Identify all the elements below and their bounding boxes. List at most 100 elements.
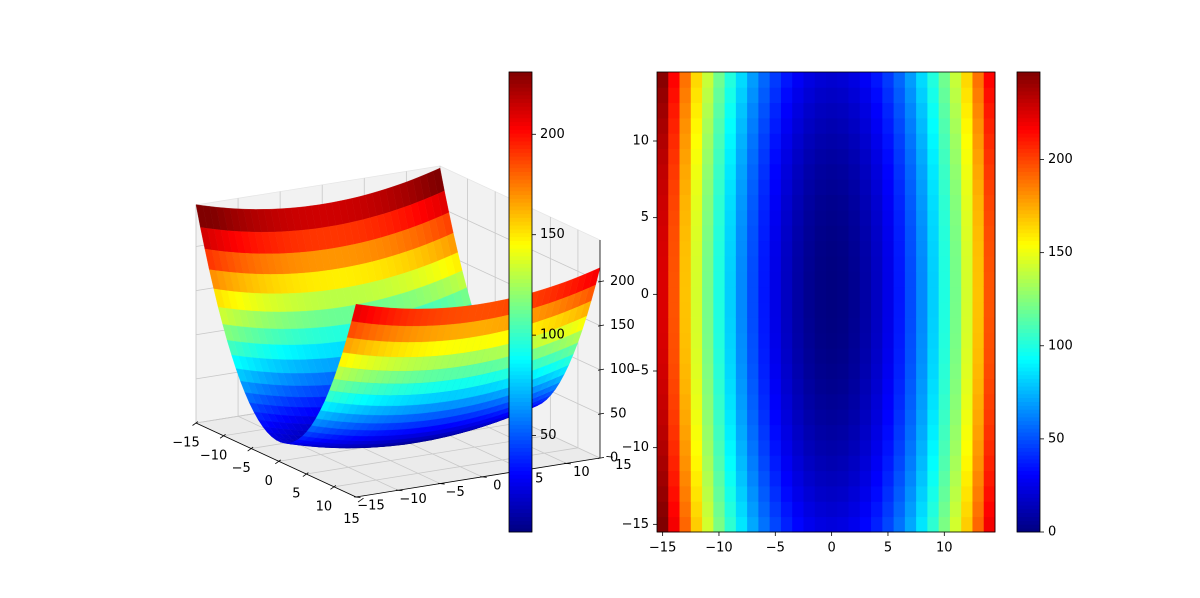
x-tick	[275, 459, 281, 465]
heatmap-cell	[679, 271, 692, 288]
heatmap-cell	[826, 470, 838, 487]
heatmap-cell	[983, 409, 996, 426]
heatmap-cell	[713, 240, 725, 257]
heatmap-cell	[735, 394, 748, 410]
heatmap-cell	[814, 394, 827, 410]
heatmap-cell	[893, 271, 906, 288]
heatmap-cell	[690, 87, 703, 104]
heatmap-cell	[702, 118, 714, 134]
surface-colorbar-frame	[508, 71, 533, 533]
heatmap-cell	[780, 470, 793, 487]
heatmap-cell	[871, 148, 883, 165]
heatmap-cell	[848, 409, 861, 426]
heatmap-cell	[679, 118, 692, 134]
heatmap-cell	[927, 455, 940, 472]
heatmap-cell	[916, 286, 928, 303]
heatmap-cell	[769, 486, 782, 502]
heatmap-cell	[724, 424, 737, 441]
heatmap-cell	[972, 440, 985, 456]
heatmap-cell	[668, 148, 680, 165]
heatmap-cell	[938, 148, 951, 165]
heatmap-colorbar-tick-label: 0	[1048, 525, 1056, 540]
heatmap-cell	[871, 317, 883, 334]
heatmap-cell	[871, 470, 883, 487]
heatmap-cell	[848, 240, 861, 257]
y-tick-label: 0	[493, 478, 501, 493]
heatmap-cell	[803, 256, 816, 272]
heatmap-cell	[657, 118, 669, 134]
heatmap-cell	[848, 271, 861, 288]
heatmap-cell	[747, 210, 759, 226]
heatmap-cell	[882, 302, 894, 318]
heatmap-cell	[780, 225, 793, 242]
heatmap-cell	[882, 424, 894, 441]
heatmap-cell	[747, 87, 759, 104]
heatmap-cell	[724, 225, 737, 242]
heatmap-cell	[859, 348, 872, 364]
heatmap-cell	[657, 470, 669, 487]
heatmap-cell	[916, 317, 928, 334]
heatmap-cell	[702, 179, 714, 196]
heatmap-cell	[837, 394, 849, 410]
heatmap-cell	[758, 271, 771, 288]
heatmap-cell	[893, 133, 906, 150]
heatmap-cell	[668, 240, 680, 257]
heatmap-cell	[983, 501, 996, 518]
heatmap-cell	[657, 440, 669, 456]
heatmap-cell	[983, 210, 996, 226]
heatmap-cell	[814, 87, 827, 104]
heatmap-cell	[758, 302, 771, 318]
heatmap-cell	[657, 378, 669, 395]
heatmap-cell	[668, 225, 680, 242]
heatmap-cell	[893, 348, 906, 364]
heatmap-cell	[792, 210, 804, 226]
heatmap-cell	[702, 240, 714, 257]
heatmap-cell	[972, 317, 985, 334]
heatmap-cell	[668, 102, 680, 119]
heatmap-cell	[780, 486, 793, 502]
heatmap-cell	[657, 194, 669, 211]
y-tick-label: 15	[615, 458, 632, 473]
heatmap-cell	[657, 424, 669, 441]
heatmap-cell	[657, 486, 669, 502]
heatmap-cell	[904, 240, 917, 257]
heatmap-cell	[904, 179, 917, 196]
heatmap-cell	[713, 332, 725, 349]
heatmap-cell	[792, 164, 804, 180]
heatmap-cell	[814, 332, 827, 349]
heatmap-cell	[938, 164, 951, 180]
z-tick-label: 50	[610, 406, 627, 421]
heatmap-cell	[859, 486, 872, 502]
heatmap-cell	[871, 302, 883, 318]
heatmap-cell	[747, 424, 759, 441]
heatmap-cell	[747, 148, 759, 165]
heatmap-cell	[949, 87, 962, 104]
heatmap-cell	[758, 409, 771, 426]
heatmap-cell	[904, 271, 917, 288]
heatmap-cell	[792, 102, 804, 119]
heatmap-cell	[983, 424, 996, 441]
heatmap-cell	[702, 394, 714, 410]
heatmap-cell	[769, 440, 782, 456]
heatmap-cell	[679, 424, 692, 441]
heatmap-cell	[848, 118, 861, 134]
x-tick	[357, 497, 364, 503]
heatmap-cell	[668, 317, 680, 334]
heatmap-cell	[848, 133, 861, 150]
heatmap-cell	[983, 118, 996, 134]
surface-colorbar-gradient	[509, 71, 532, 533]
heatmap-cell	[972, 455, 985, 472]
heatmap-cell	[657, 317, 669, 334]
heatmap-cell	[668, 72, 680, 88]
heatmap-cell	[871, 286, 883, 303]
heatmap-cell	[938, 256, 951, 272]
heatmap-colorbar-frame	[1016, 71, 1041, 533]
heatmap-cell	[938, 486, 951, 502]
heatmap-cell	[882, 256, 894, 272]
heatmap-cell	[916, 164, 928, 180]
heatmap-cell	[938, 394, 951, 410]
heatmap-cell	[837, 409, 849, 426]
heatmap-cell	[702, 148, 714, 165]
x-tick-label: 0	[265, 474, 273, 489]
heatmap-cell	[927, 363, 940, 380]
